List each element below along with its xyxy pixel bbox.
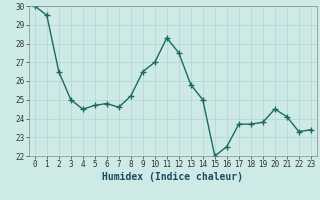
X-axis label: Humidex (Indice chaleur): Humidex (Indice chaleur): [102, 172, 243, 182]
